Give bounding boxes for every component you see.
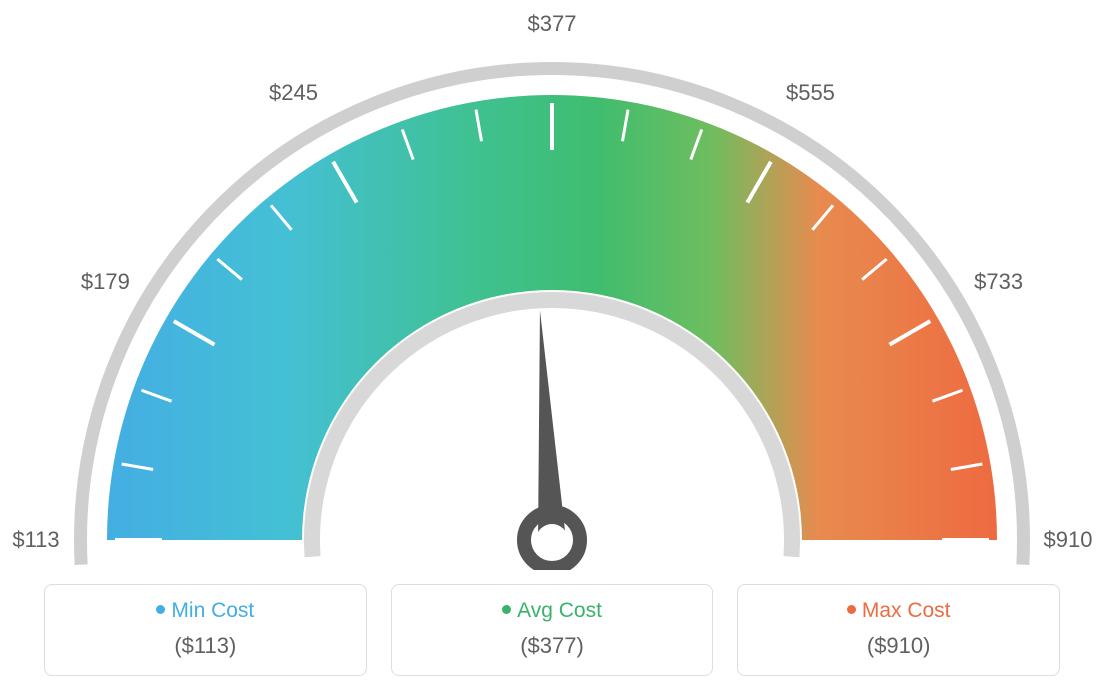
tick-label: $733 — [974, 269, 1023, 295]
gauge — [0, 0, 1104, 570]
legend-max-label: Max Cost — [862, 599, 951, 622]
legend-min-value: ($113) — [55, 633, 356, 659]
tick-label: $245 — [269, 80, 318, 106]
tick-label: $377 — [528, 11, 577, 37]
tick-label: $555 — [786, 80, 835, 106]
legend-avg-title: Avg Cost — [402, 599, 703, 623]
legend-min: Min Cost ($113) — [44, 584, 367, 676]
legend-row: Min Cost ($113) Avg Cost ($377) Max Cost… — [44, 584, 1060, 676]
legend-max-value: ($910) — [748, 633, 1049, 659]
legend-min-label: Min Cost — [171, 599, 254, 622]
tick-label: $910 — [1044, 527, 1093, 553]
legend-avg: Avg Cost ($377) — [391, 584, 714, 676]
dot-icon — [156, 605, 165, 614]
legend-avg-value: ($377) — [402, 633, 703, 659]
cost-gauge-container: $113 $179 $245 $377 $555 $733 $910 Min Cost ($… — [0, 0, 1104, 690]
tick-label: $113 — [12, 527, 59, 553]
legend-avg-label: Avg Cost — [517, 599, 602, 622]
tick-label: $179 — [81, 269, 130, 295]
dot-icon — [502, 605, 511, 614]
dot-icon — [847, 605, 856, 614]
legend-max-title: Max Cost — [748, 599, 1049, 623]
legend-max: Max Cost ($910) — [737, 584, 1060, 676]
legend-min-title: Min Cost — [55, 599, 356, 623]
